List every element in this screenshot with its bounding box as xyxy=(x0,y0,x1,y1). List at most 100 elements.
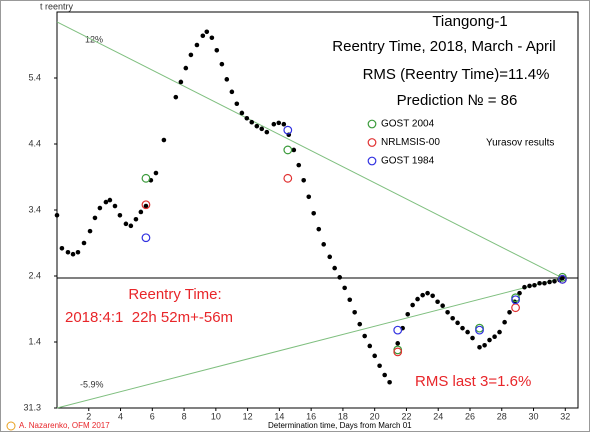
data-point xyxy=(283,145,293,155)
data-point xyxy=(188,52,194,58)
data-point xyxy=(54,212,60,218)
x-tick-label: 6 xyxy=(150,411,155,421)
data-point xyxy=(107,197,113,203)
reference-line xyxy=(56,21,563,279)
x-tick-label: 14 xyxy=(274,411,284,421)
data-point xyxy=(321,242,326,247)
data-point xyxy=(410,302,415,308)
data-point xyxy=(276,120,282,126)
data-point xyxy=(465,329,470,335)
data-point xyxy=(425,290,430,296)
y-tick-label: 31.3 xyxy=(23,402,41,412)
x-tick-label: 24 xyxy=(433,411,443,421)
data-point xyxy=(141,173,151,183)
data-point xyxy=(183,65,189,71)
data-point xyxy=(254,123,260,129)
data-point xyxy=(393,325,403,335)
x-tick-label: 18 xyxy=(338,411,348,421)
data-point xyxy=(75,249,81,255)
data-point xyxy=(393,347,403,357)
data-point xyxy=(435,299,440,305)
data-point xyxy=(342,285,347,291)
data-point xyxy=(560,275,565,281)
annotation: RMS last 3=1.6% xyxy=(415,373,531,390)
data-point xyxy=(92,215,98,221)
data-point xyxy=(112,203,118,209)
data-point xyxy=(372,353,377,359)
data-point xyxy=(249,119,255,125)
subtitle: Reentry Time, 2018, March - April xyxy=(332,38,555,55)
x-tick-label: 28 xyxy=(497,411,507,421)
y-axis-label: t reentry xyxy=(40,1,74,11)
annotation: -5.9% xyxy=(80,379,104,389)
data-point xyxy=(65,249,71,255)
data-point xyxy=(301,178,306,183)
data-point xyxy=(219,61,225,67)
data-point xyxy=(194,42,200,48)
data-point xyxy=(450,315,455,321)
data-point xyxy=(487,337,492,343)
credit: A. Nazarenko, OFM 2017 xyxy=(19,421,110,430)
data-point xyxy=(395,341,401,346)
data-point xyxy=(430,293,435,299)
data-point xyxy=(547,279,552,285)
data-point xyxy=(455,320,460,326)
data-point xyxy=(482,343,487,348)
x-tick-label: 4 xyxy=(118,411,123,421)
data-point xyxy=(377,363,382,369)
data-point xyxy=(477,344,482,350)
x-tick-label: 12 xyxy=(243,411,253,421)
data-point xyxy=(367,343,373,349)
data-point xyxy=(316,226,322,232)
legend-marker xyxy=(367,138,377,147)
data-point xyxy=(143,203,149,209)
data-point xyxy=(234,101,240,107)
data-point xyxy=(209,35,215,41)
legend-marker xyxy=(367,156,377,166)
data-point xyxy=(138,209,144,215)
data-point xyxy=(337,275,343,280)
data-point xyxy=(475,325,484,335)
x-tick-label: 32 xyxy=(560,411,570,421)
data-point xyxy=(283,125,293,135)
data-point xyxy=(264,129,270,135)
data-point xyxy=(332,265,337,271)
data-point xyxy=(81,240,87,246)
data-point xyxy=(511,295,520,305)
data-point xyxy=(117,212,123,218)
y-tick-label: 2.4 xyxy=(28,270,41,280)
legend-marker xyxy=(367,119,377,129)
data-point xyxy=(296,162,302,168)
data-point xyxy=(200,33,206,39)
data-point xyxy=(141,200,151,210)
x-tick-label: 10 xyxy=(211,411,221,421)
data-point xyxy=(224,77,230,82)
data-point xyxy=(552,278,557,284)
y-tick-label: 1.4 xyxy=(28,336,41,346)
x-tick-label: 22 xyxy=(401,411,411,421)
data-point xyxy=(415,296,420,302)
data-point xyxy=(161,137,167,143)
data-point xyxy=(497,329,502,335)
data-point xyxy=(128,223,134,229)
data-point xyxy=(460,325,465,331)
data-point xyxy=(420,292,425,298)
x-tick-label: 16 xyxy=(306,411,316,421)
reference-line xyxy=(56,277,563,409)
x-tick-label: 8 xyxy=(182,411,187,421)
data-point xyxy=(281,121,287,127)
data-point xyxy=(445,310,450,315)
y-tick-label: 3.4 xyxy=(28,204,41,214)
data-point xyxy=(502,319,507,325)
data-point xyxy=(405,311,411,317)
data-point xyxy=(123,221,129,227)
x-tick-label: 30 xyxy=(529,411,539,421)
data-point xyxy=(382,372,387,378)
data-point xyxy=(362,333,367,339)
data-point xyxy=(507,310,512,315)
chart-title: Tiangong-1 xyxy=(432,13,507,30)
x-axis-label: Determination time, Days from March 01 xyxy=(268,421,412,430)
data-point xyxy=(239,110,245,116)
